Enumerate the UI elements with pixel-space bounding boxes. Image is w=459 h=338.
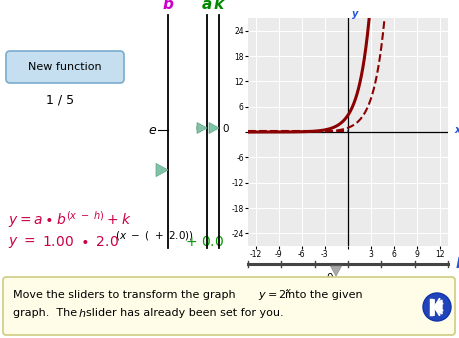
Text: a: a <box>202 0 212 12</box>
Text: $y = a \bullet b^{(x\ -\ h)} + k$: $y = a \bullet b^{(x\ -\ h)} + k$ <box>8 210 131 231</box>
Text: k: k <box>213 0 224 12</box>
Text: 0: 0 <box>222 124 228 134</box>
Text: x: x <box>453 125 459 135</box>
Text: into the given: into the given <box>285 290 362 300</box>
Text: $y = 2^x$: $y = 2^x$ <box>257 287 292 303</box>
Text: 0: 0 <box>326 273 332 283</box>
Circle shape <box>422 293 450 321</box>
Text: New function: New function <box>28 62 101 72</box>
Text: h: h <box>455 257 459 271</box>
Polygon shape <box>330 266 341 276</box>
Text: 0: 0 <box>195 124 202 134</box>
Polygon shape <box>432 300 441 314</box>
Text: 1 / 5: 1 / 5 <box>46 94 74 106</box>
Text: y: y <box>351 9 358 19</box>
Text: $h$: $h$ <box>78 307 86 319</box>
Text: graph.  The: graph. The <box>13 308 80 318</box>
Polygon shape <box>208 122 218 134</box>
Text: Move the sliders to transform the graph: Move the sliders to transform the graph <box>13 290 239 300</box>
Text: $1.00\ \bullet\ 2.0$: $1.00\ \bullet\ 2.0$ <box>42 235 119 249</box>
Polygon shape <box>196 122 207 134</box>
Text: $y\ =\ $: $y\ =\ $ <box>8 235 36 249</box>
Polygon shape <box>156 163 168 176</box>
FancyBboxPatch shape <box>3 277 454 335</box>
Text: slider has already been set for you.: slider has already been set for you. <box>86 308 283 318</box>
FancyBboxPatch shape <box>6 51 124 83</box>
Text: $+\ 0.0$: $+\ 0.0$ <box>185 235 224 249</box>
Text: $(x\ -\ (\ +\ 2.0))$: $(x\ -\ (\ +\ 2.0))$ <box>115 230 193 242</box>
Text: b: b <box>162 0 173 12</box>
Text: e: e <box>148 123 156 137</box>
